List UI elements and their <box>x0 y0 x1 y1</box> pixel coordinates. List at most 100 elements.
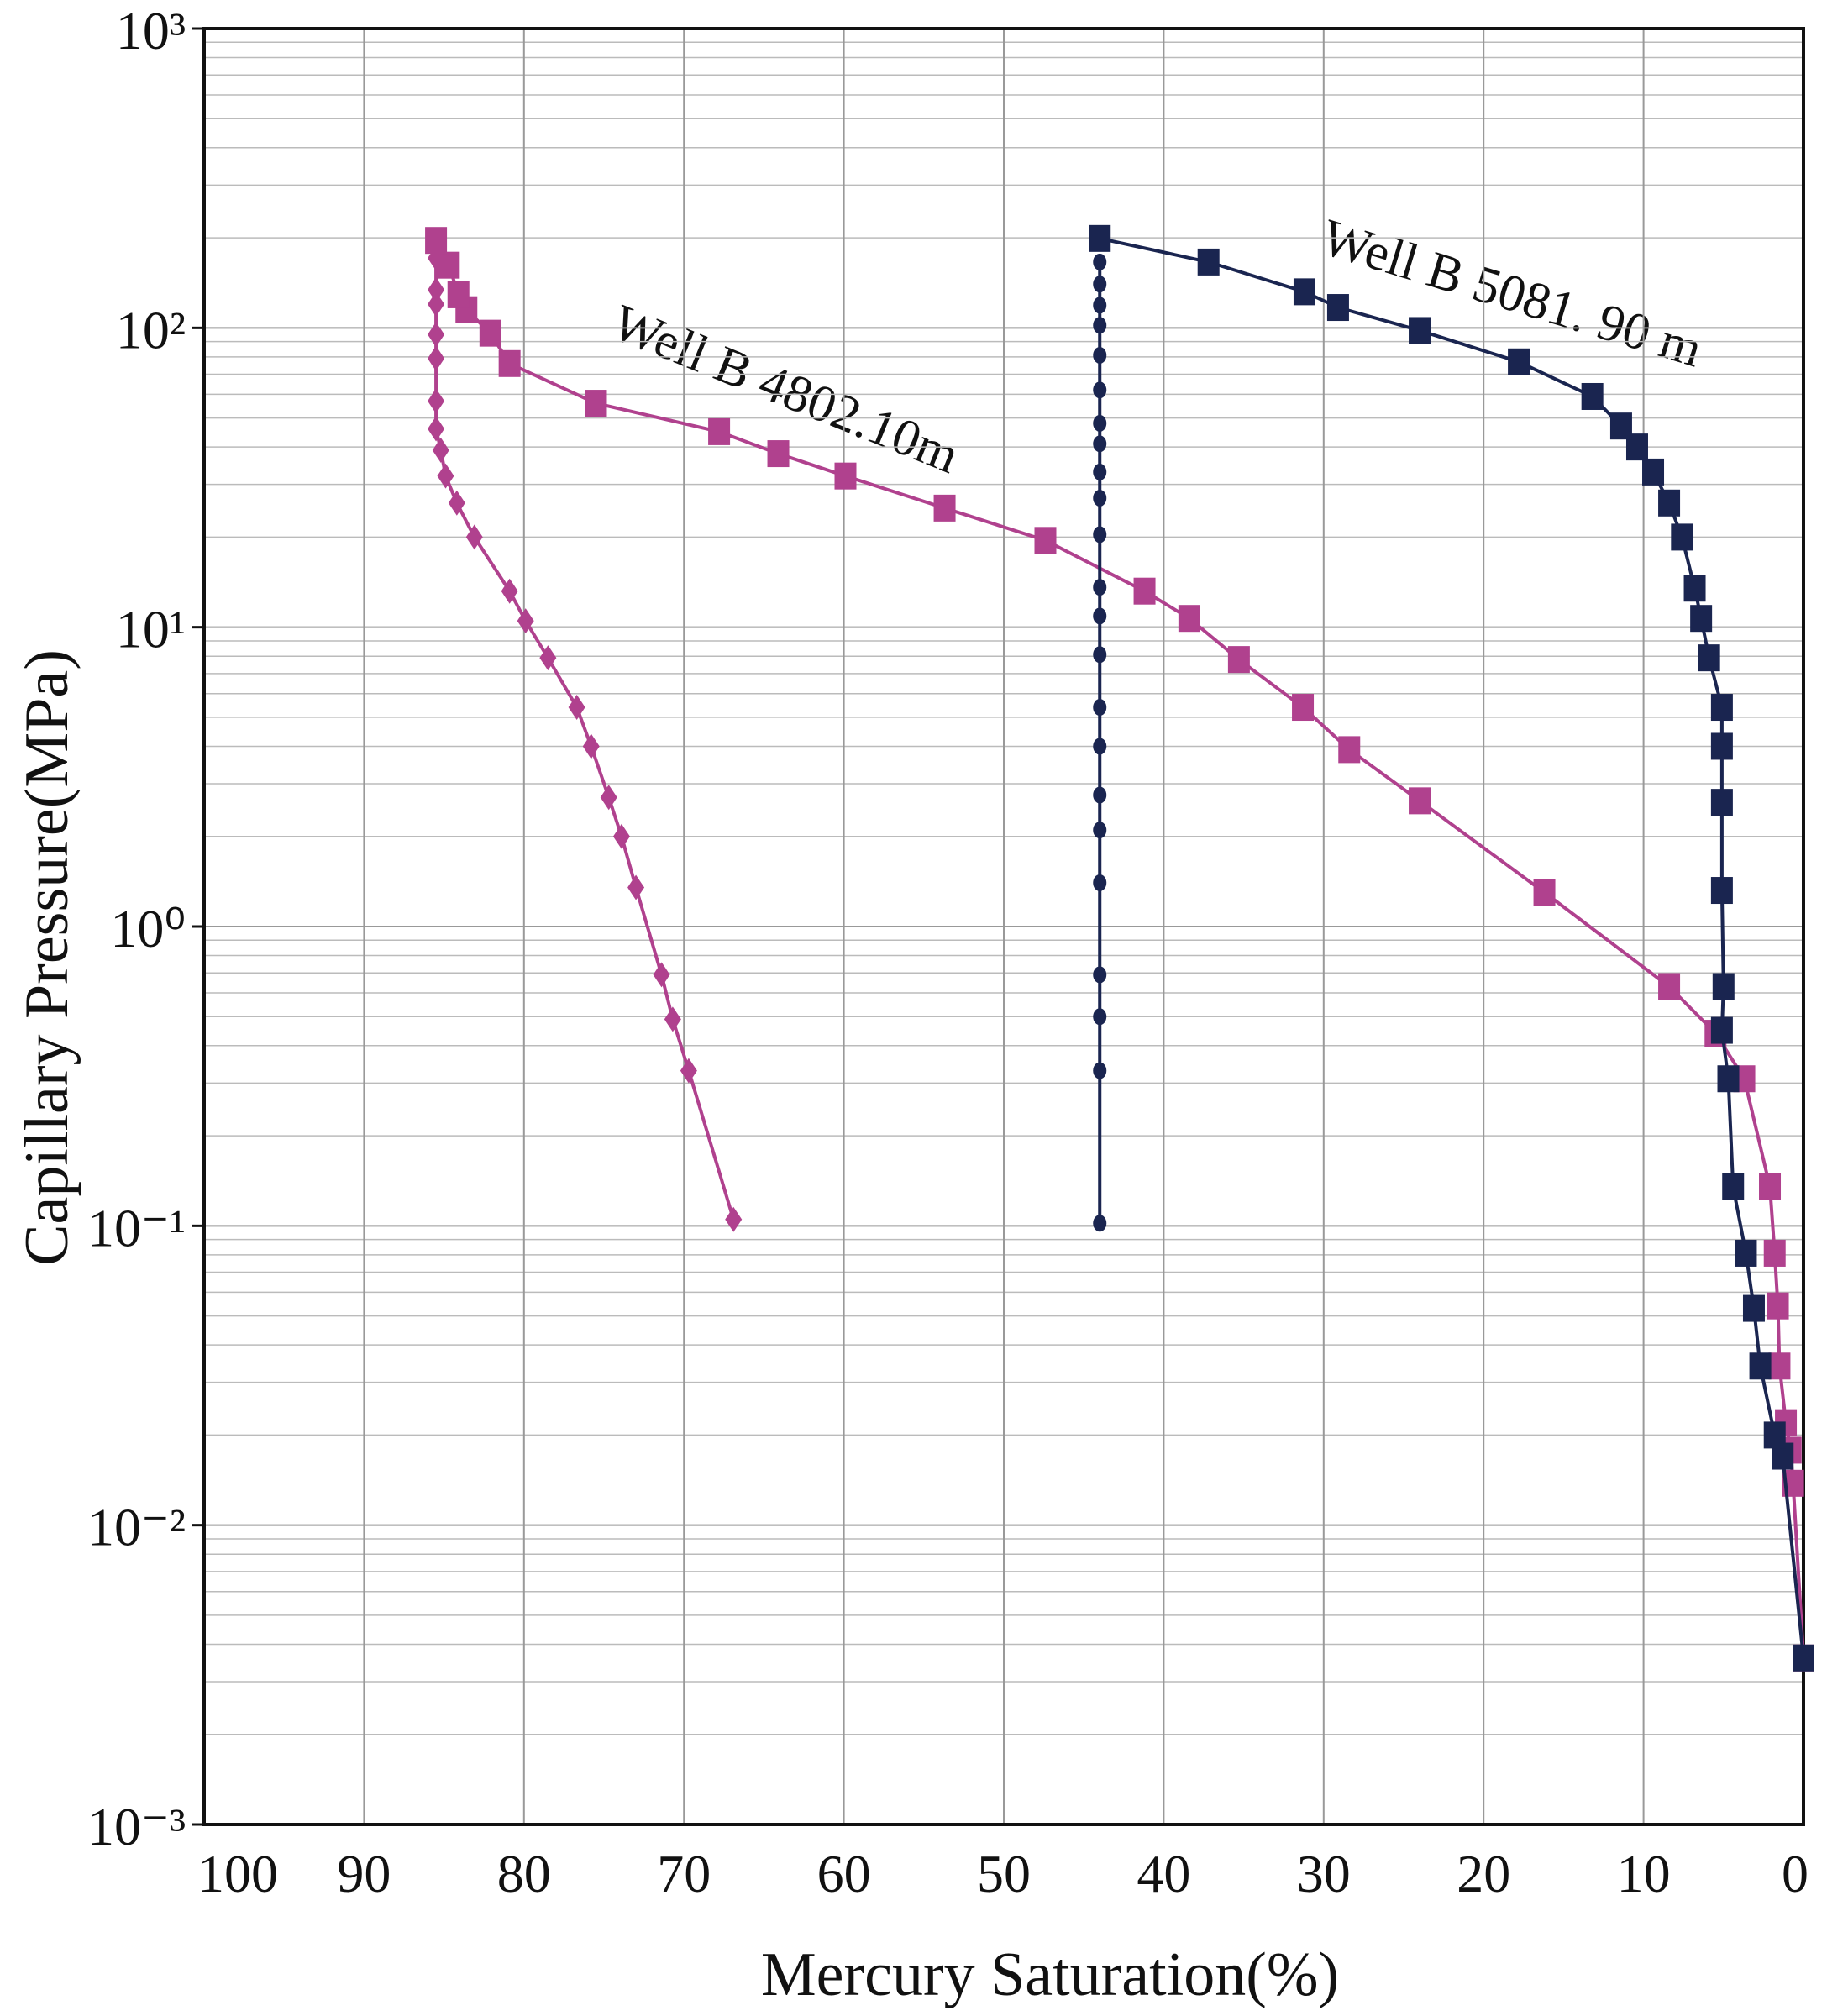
marker <box>1093 297 1107 314</box>
plot-frame <box>202 27 1805 1826</box>
marker <box>539 645 557 671</box>
x-tick-label: 90 <box>337 1844 391 1903</box>
marker <box>1710 732 1733 760</box>
marker <box>428 322 445 348</box>
marker <box>1710 789 1733 816</box>
x-tick-label: 40 <box>1137 1844 1190 1903</box>
marker <box>1409 787 1431 815</box>
x-axis-label: Mercury Saturation(%) <box>761 1940 1339 2009</box>
marker <box>680 1058 697 1084</box>
marker <box>582 733 600 759</box>
marker <box>1690 605 1713 633</box>
marker <box>428 416 445 442</box>
marker <box>1093 276 1107 293</box>
marker <box>1722 1173 1745 1200</box>
marker <box>1093 966 1107 984</box>
marker <box>1710 877 1733 905</box>
marker <box>1093 738 1107 755</box>
marker <box>1292 694 1315 722</box>
marker <box>1093 874 1107 891</box>
marker <box>1409 317 1431 344</box>
marker <box>1759 1173 1782 1200</box>
marker <box>428 291 445 318</box>
marker <box>428 245 445 271</box>
marker <box>1767 1292 1789 1320</box>
marker <box>428 277 445 303</box>
y-tick-label: 10⁻¹ <box>87 1198 186 1257</box>
marker <box>1742 1294 1765 1322</box>
x-tick-label: 50 <box>977 1844 1031 1903</box>
marker <box>1093 1215 1107 1232</box>
marker <box>1093 381 1107 399</box>
marker <box>1293 278 1315 306</box>
marker <box>653 962 670 988</box>
marker <box>1093 414 1107 432</box>
marker <box>1338 736 1361 764</box>
x-tick-label: 10 <box>1617 1844 1671 1903</box>
marker <box>1093 1062 1107 1079</box>
marker <box>1227 646 1250 674</box>
marker <box>498 349 521 377</box>
marker <box>1093 346 1107 364</box>
marker <box>1508 348 1530 375</box>
marker <box>1326 294 1349 322</box>
marker <box>1735 1239 1757 1267</box>
marker <box>428 345 445 371</box>
series-line <box>434 239 1805 1658</box>
y-tick-label: 10² <box>116 300 186 360</box>
marker <box>1093 526 1107 543</box>
marker <box>1763 1239 1786 1267</box>
marker <box>1533 879 1556 906</box>
marker <box>479 319 501 347</box>
x-tick-label: 30 <box>1297 1844 1351 1903</box>
marker <box>933 494 956 522</box>
marker <box>1034 527 1057 554</box>
marker <box>1093 579 1107 596</box>
x-tick-label: 20 <box>1457 1844 1510 1903</box>
marker <box>1683 575 1706 602</box>
marker <box>1710 694 1733 722</box>
marker <box>517 608 534 634</box>
marker <box>1093 489 1107 507</box>
marker <box>1093 646 1107 664</box>
marker <box>1793 1644 1814 1672</box>
marker <box>1093 435 1107 453</box>
marker <box>1658 489 1681 517</box>
marker <box>1698 644 1720 672</box>
marker <box>612 823 630 849</box>
marker <box>1197 248 1220 276</box>
marker <box>501 578 518 604</box>
marker <box>1749 1352 1772 1380</box>
marker <box>1093 1008 1107 1026</box>
y-tick-label: 10¹ <box>116 600 186 659</box>
x-tick-label: 80 <box>497 1844 551 1903</box>
marker <box>664 1006 681 1032</box>
marker <box>432 438 449 464</box>
marker <box>465 524 483 550</box>
marker <box>1658 973 1681 1000</box>
marker <box>1671 523 1693 551</box>
y-tick-label: 10⁻² <box>87 1498 186 1557</box>
marker <box>1093 786 1107 804</box>
y-tick-label: 10⁻³ <box>87 1797 186 1856</box>
marker <box>448 490 465 516</box>
marker <box>437 463 454 489</box>
marker <box>1581 382 1604 410</box>
marker <box>767 440 790 468</box>
marker <box>834 462 857 490</box>
x-tick-label: 70 <box>657 1844 711 1903</box>
marker <box>1710 1016 1733 1044</box>
series-line <box>1099 236 1805 1658</box>
marker <box>1093 463 1107 480</box>
marker <box>1093 317 1107 334</box>
marker <box>708 417 731 445</box>
marker <box>1089 224 1111 252</box>
marker <box>1133 577 1156 605</box>
marker <box>1178 605 1200 633</box>
marker <box>585 390 607 417</box>
marker <box>1712 973 1735 1000</box>
marker <box>1093 699 1107 717</box>
marker <box>1093 822 1107 839</box>
